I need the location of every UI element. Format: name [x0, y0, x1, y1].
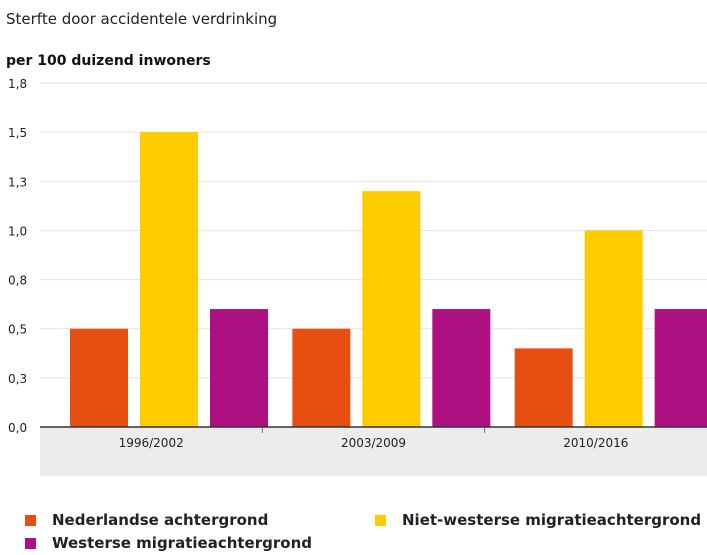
- y-tick-label: 0,3: [8, 372, 27, 386]
- bar: [514, 348, 573, 427]
- y-tick-label: 0,8: [8, 274, 27, 288]
- legend-item-westerse: Westerse migratieachtergrond: [25, 534, 312, 552]
- bar: [432, 309, 491, 427]
- legend-swatch-nederlandse: [25, 515, 36, 526]
- y-tick-label: 1,3: [8, 175, 27, 189]
- y-tick-label: 0,0: [8, 421, 27, 435]
- x-axis-band: [40, 427, 707, 476]
- legend-swatch-westerse: [25, 538, 36, 549]
- bar: [584, 230, 643, 427]
- bar: [140, 132, 198, 427]
- legend-label-niet-westerse: Niet-westerse migratieachtergrond: [402, 511, 702, 529]
- y-axis-label: per 100 duizend inwoners: [6, 53, 211, 69]
- x-tick-label: 1996/2002: [119, 436, 184, 450]
- chart-title: Sterfte door accidentele verdrinking: [6, 10, 278, 28]
- y-tick-label: 1,5: [8, 126, 27, 140]
- legend-swatch-niet-westerse: [375, 515, 386, 526]
- legend-label-nederlandse: Nederlandse achtergrond: [52, 511, 269, 529]
- bar: [654, 309, 707, 427]
- legend-item-niet-westerse: Niet-westerse migratieachtergrond: [375, 511, 701, 529]
- y-tick-label: 1,8: [8, 77, 27, 91]
- x-tick-label: 2010/2016: [563, 436, 628, 450]
- bar-chart: 0,0 0,3 0,5 0,8 1,0 1,3 1,5 1,8 1996/2002 2003/20…: [8, 77, 707, 476]
- y-tick-label: 0,5: [8, 323, 27, 337]
- x-tick-label: 2003/2009: [341, 436, 406, 450]
- bar: [210, 309, 268, 427]
- bar: [292, 328, 351, 427]
- legend-item-nederlandse: Nederlandse achtergrond: [25, 511, 268, 529]
- y-tick-label: 1,0: [8, 224, 27, 238]
- bar: [362, 191, 421, 427]
- legend-label-westerse: Westerse migratieachtergrond: [52, 534, 312, 552]
- bar: [70, 328, 128, 427]
